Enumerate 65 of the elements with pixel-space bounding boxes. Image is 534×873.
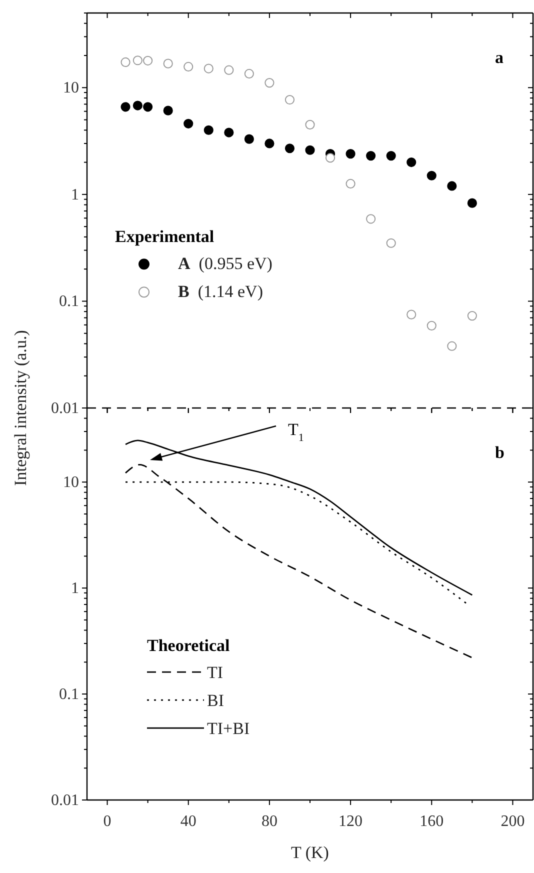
point bbox=[143, 102, 153, 112]
legend-label: A (0.955 eV) bbox=[178, 254, 272, 274]
point bbox=[120, 102, 130, 112]
point bbox=[264, 78, 274, 88]
point bbox=[386, 151, 396, 161]
x-tick-label: 160 bbox=[420, 813, 444, 830]
line-series bbox=[124, 464, 473, 658]
point bbox=[224, 65, 234, 75]
legend-label: TI bbox=[207, 663, 224, 682]
point bbox=[120, 57, 130, 68]
point bbox=[184, 118, 194, 128]
point bbox=[264, 138, 274, 148]
y-axis-title: Integral intensity (a.u.) bbox=[11, 330, 30, 486]
y-tick-label: 1 bbox=[71, 580, 79, 598]
point bbox=[132, 100, 142, 110]
point bbox=[386, 238, 396, 248]
point bbox=[143, 56, 153, 66]
point bbox=[346, 178, 356, 189]
y-tick-label: 0.01 bbox=[51, 792, 79, 809]
x-tick-label: 200 bbox=[500, 813, 525, 830]
y-tick-label: 0.01 bbox=[51, 400, 79, 417]
x-tick-label: 0 bbox=[103, 813, 112, 830]
point bbox=[406, 310, 416, 320]
annotation: T$_{1}$ bbox=[288, 420, 304, 444]
point bbox=[163, 106, 173, 116]
legend-label: TI+BI bbox=[207, 719, 250, 738]
x-tick-label: 120 bbox=[338, 813, 363, 830]
point bbox=[366, 214, 376, 224]
point bbox=[204, 125, 214, 135]
point bbox=[406, 157, 416, 168]
legend-label: B (1.14 eV) bbox=[178, 282, 263, 302]
legend-title: Experimental bbox=[115, 227, 214, 246]
legend-title: Theoretical bbox=[147, 636, 230, 656]
annotation: b bbox=[495, 443, 504, 462]
point bbox=[305, 120, 315, 130]
x-tick-label: 40 bbox=[180, 813, 196, 830]
point bbox=[204, 64, 214, 74]
point bbox=[467, 311, 477, 321]
point bbox=[284, 94, 295, 105]
x-axis-title: T (K) bbox=[291, 843, 329, 862]
point bbox=[447, 181, 457, 191]
point bbox=[426, 320, 436, 330]
point bbox=[224, 128, 234, 138]
point bbox=[163, 58, 173, 68]
point bbox=[366, 151, 376, 161]
legend-label: BI bbox=[207, 691, 224, 710]
line-series bbox=[124, 440, 473, 596]
point bbox=[305, 145, 315, 155]
point bbox=[346, 149, 356, 159]
x-tick-label: 80 bbox=[261, 813, 278, 830]
point bbox=[244, 134, 254, 144]
annotation: a bbox=[495, 48, 504, 67]
point bbox=[132, 56, 142, 66]
y-tick-label: 0.1 bbox=[59, 686, 79, 704]
point bbox=[467, 198, 477, 208]
point bbox=[447, 341, 457, 351]
y-tick-label: 1 bbox=[71, 186, 79, 204]
point bbox=[244, 68, 254, 79]
y-tick-label: 10 bbox=[63, 80, 79, 97]
y-tick-label: 10 bbox=[63, 474, 79, 492]
point bbox=[284, 144, 295, 154]
point bbox=[325, 153, 336, 163]
point bbox=[426, 170, 436, 180]
y-tick-label: 0.1 bbox=[59, 293, 79, 310]
point bbox=[184, 62, 194, 72]
